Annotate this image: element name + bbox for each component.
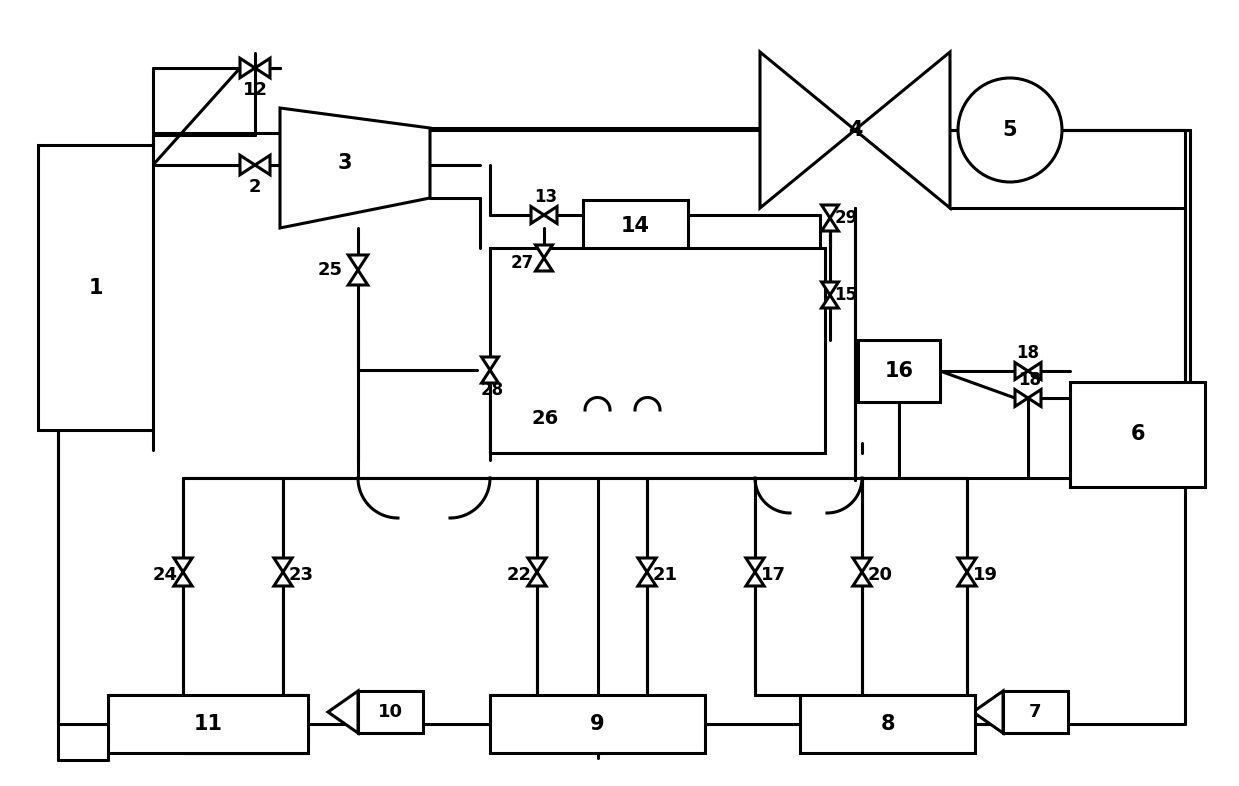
Text: 28: 28 — [481, 381, 503, 399]
Text: 21: 21 — [653, 566, 678, 584]
Polygon shape — [173, 572, 192, 586]
Text: 26: 26 — [532, 409, 559, 428]
Text: 23: 23 — [289, 566, 313, 584]
Polygon shape — [638, 558, 657, 572]
Polygon shape — [1028, 362, 1041, 380]
Text: 6: 6 — [1130, 424, 1145, 445]
Polygon shape — [746, 572, 764, 586]
Text: 18: 18 — [1018, 371, 1042, 389]
Text: 3: 3 — [338, 153, 352, 173]
Polygon shape — [240, 58, 255, 78]
Bar — [489, 695, 705, 753]
Polygon shape — [638, 572, 657, 586]
Text: 9: 9 — [590, 714, 605, 734]
Bar — [108, 695, 309, 753]
Bar — [584, 200, 688, 252]
Polygon shape — [852, 572, 871, 586]
Polygon shape — [958, 572, 976, 586]
Text: 2: 2 — [249, 178, 261, 196]
Polygon shape — [532, 207, 544, 223]
Polygon shape — [1015, 390, 1028, 406]
Polygon shape — [958, 558, 976, 572]
Text: 22: 22 — [507, 566, 532, 584]
Polygon shape — [328, 691, 358, 733]
Polygon shape — [1028, 390, 1041, 406]
Polygon shape — [821, 282, 839, 295]
Text: 27: 27 — [510, 254, 534, 272]
Polygon shape — [240, 156, 255, 174]
Polygon shape — [821, 205, 839, 218]
Polygon shape — [255, 156, 270, 174]
Text: 5: 5 — [1002, 120, 1017, 140]
Polygon shape — [274, 558, 292, 572]
Text: 1: 1 — [88, 277, 103, 297]
Polygon shape — [348, 270, 368, 285]
Text: 13: 13 — [534, 188, 558, 206]
Text: 20: 20 — [867, 566, 892, 584]
Polygon shape — [482, 370, 498, 383]
Text: 15: 15 — [835, 286, 857, 304]
Text: 12: 12 — [243, 81, 268, 99]
Polygon shape — [255, 58, 270, 78]
Polygon shape — [535, 245, 553, 258]
Bar — [38, 145, 152, 430]
Text: 10: 10 — [378, 703, 403, 721]
Polygon shape — [173, 558, 192, 572]
Bar — [489, 248, 825, 453]
Text: 29: 29 — [834, 209, 857, 227]
Bar — [800, 695, 975, 753]
Text: 24: 24 — [152, 566, 177, 584]
Polygon shape — [1015, 362, 1028, 380]
Polygon shape — [482, 357, 498, 370]
Text: 7: 7 — [1028, 703, 1041, 721]
Polygon shape — [746, 558, 764, 572]
Text: 11: 11 — [193, 714, 223, 734]
Polygon shape — [544, 207, 558, 223]
Polygon shape — [973, 691, 1004, 733]
Polygon shape — [528, 572, 546, 586]
Polygon shape — [274, 572, 292, 586]
Bar — [1070, 382, 1206, 487]
Text: 25: 25 — [317, 261, 342, 279]
Text: 18: 18 — [1016, 344, 1040, 362]
Text: 8: 8 — [880, 714, 895, 734]
Text: 17: 17 — [761, 566, 786, 584]
Polygon shape — [821, 218, 839, 231]
Polygon shape — [1004, 691, 1068, 733]
Polygon shape — [760, 52, 855, 208]
Polygon shape — [855, 52, 950, 208]
Text: 4: 4 — [847, 120, 862, 140]
Polygon shape — [535, 258, 553, 271]
Polygon shape — [280, 108, 430, 228]
Text: 16: 16 — [885, 361, 913, 381]
Polygon shape — [821, 295, 839, 308]
Polygon shape — [358, 691, 422, 733]
Bar — [857, 340, 940, 402]
Polygon shape — [852, 558, 871, 572]
Text: 19: 19 — [973, 566, 997, 584]
Polygon shape — [348, 255, 368, 270]
Circle shape — [958, 78, 1062, 182]
Polygon shape — [528, 558, 546, 572]
Text: 14: 14 — [621, 216, 650, 236]
